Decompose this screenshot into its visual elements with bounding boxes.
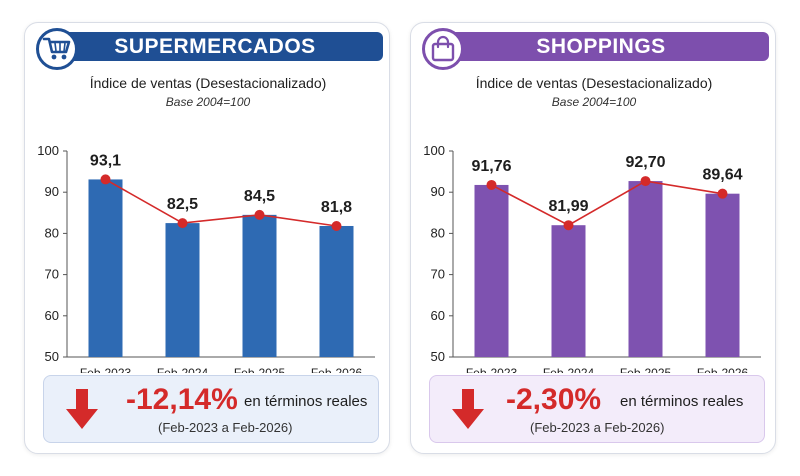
value-label: 81,99 bbox=[548, 198, 588, 215]
shopping-cart-icon bbox=[42, 37, 71, 60]
period-text: (Feb-2023 a Feb-2026) bbox=[158, 420, 293, 435]
base-note: Base 2004=100 bbox=[165, 95, 251, 109]
chart-subtitle: Índice de ventas (Desestacionalizado) bbox=[89, 75, 327, 91]
summary-box: -2,30% en términos reales (Feb-2023 a Fe… bbox=[429, 375, 765, 443]
trend-line bbox=[491, 180, 723, 227]
change-percentage: -12,14% bbox=[126, 383, 238, 416]
trend-marker bbox=[100, 174, 111, 185]
bar-feb-2023 bbox=[88, 179, 123, 357]
arrow-down-icon bbox=[66, 389, 98, 429]
shoppings-banner: SHOPPINGS bbox=[433, 32, 769, 61]
y-tick-label: 100 bbox=[37, 143, 59, 158]
period-text: (Feb-2023 a Feb-2026) bbox=[530, 420, 665, 435]
x-tick-label: Feb-2025 bbox=[234, 366, 286, 373]
value-label: 89,64 bbox=[702, 167, 742, 184]
trend-marker bbox=[717, 188, 728, 199]
y-tick-label: 100 bbox=[423, 143, 445, 158]
x-tick-label: Feb-2023 bbox=[466, 366, 518, 373]
change-percentage: -2,30% bbox=[506, 383, 602, 416]
value-label: 92,70 bbox=[625, 154, 665, 171]
bar-feb-2025 bbox=[242, 214, 277, 357]
y-tick-label: 50 bbox=[431, 349, 445, 364]
change-text: en términos reales bbox=[244, 393, 368, 410]
trend-marker bbox=[563, 220, 574, 231]
x-tick-label: Feb-2026 bbox=[697, 366, 749, 373]
value-label: 84,5 bbox=[244, 188, 275, 205]
change-text: en términos reales bbox=[620, 393, 744, 410]
bar-feb-2023 bbox=[474, 184, 509, 357]
bar-feb-2026 bbox=[319, 225, 354, 357]
value-label: 82,5 bbox=[167, 196, 198, 213]
y-tick-label: 80 bbox=[45, 225, 59, 240]
y-tick-label: 90 bbox=[45, 184, 59, 199]
bar-feb-2026 bbox=[705, 193, 740, 357]
shoppings-chart: 50 60 70 80 90 100 Feb-2023 Feb-2024 Feb-2025 Feb… bbox=[423, 143, 761, 373]
y-tick-label: 50 bbox=[45, 349, 59, 364]
shoppings-title: SHOPPINGS bbox=[536, 34, 666, 58]
base-note: Base 2004=100 bbox=[551, 95, 637, 109]
y-tick-label: 90 bbox=[431, 184, 445, 199]
value-label: 81,8 bbox=[321, 199, 352, 216]
y-tick-label: 80 bbox=[431, 225, 445, 240]
bar-feb-2024 bbox=[165, 223, 200, 357]
bar-feb-2025 bbox=[628, 181, 663, 357]
trend-marker bbox=[177, 218, 188, 229]
trend-marker bbox=[640, 176, 651, 187]
y-tick-label: 70 bbox=[45, 267, 59, 282]
summary-box: -12,14% en términos reales (Feb-2023 a F… bbox=[43, 375, 379, 443]
trend-marker bbox=[254, 209, 265, 220]
shoppings-panel: SHOPPINGS Índice de ventas (Desestaciona… bbox=[410, 22, 776, 454]
supermercados-panel: SUPERMERCADOS Índice de ventas (Desestac… bbox=[24, 22, 390, 454]
bar-feb-2024 bbox=[551, 225, 586, 357]
trend-marker bbox=[486, 179, 497, 190]
supermercados-chart: 50 60 70 80 90 100 Feb-2023 Feb-2024 Feb-2025 Feb… bbox=[37, 143, 375, 373]
x-tick-label: Feb-2025 bbox=[620, 366, 672, 373]
supermercados-title: SUPERMERCADOS bbox=[114, 34, 316, 58]
trend-marker bbox=[331, 220, 342, 231]
chart-subtitle: Índice de ventas (Desestacionalizado) bbox=[475, 75, 713, 91]
x-tick-label: Feb-2023 bbox=[80, 366, 132, 373]
x-tick-label: Feb-2026 bbox=[311, 366, 363, 373]
trend-line bbox=[105, 178, 337, 227]
x-tick-label: Feb-2024 bbox=[543, 366, 595, 373]
y-tick-label: 60 bbox=[431, 308, 445, 323]
value-label: 91,76 bbox=[471, 158, 511, 175]
value-label: 93,1 bbox=[90, 152, 121, 169]
cart-icon-badge bbox=[36, 28, 78, 70]
shopping-bag-icon bbox=[431, 35, 455, 62]
y-tick-label: 70 bbox=[431, 267, 445, 282]
bag-icon-badge bbox=[422, 28, 464, 70]
arrow-down-icon bbox=[452, 389, 484, 429]
x-tick-label: Feb-2024 bbox=[157, 366, 209, 373]
supermercados-banner: SUPERMERCADOS bbox=[47, 32, 383, 61]
y-tick-label: 60 bbox=[45, 308, 59, 323]
